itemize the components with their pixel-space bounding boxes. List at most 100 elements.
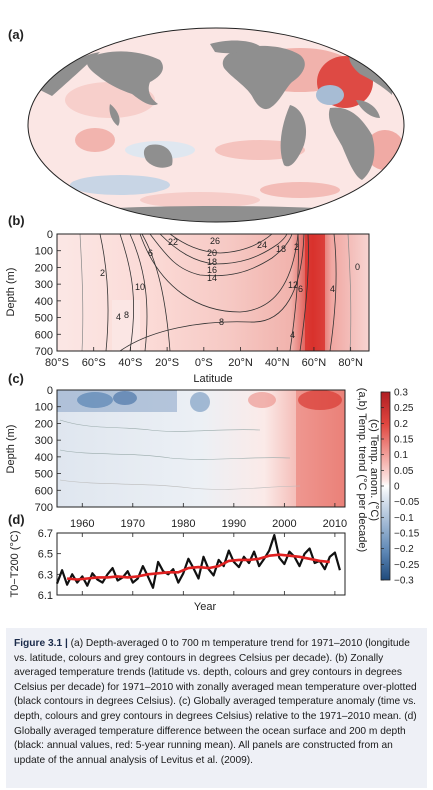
y-tick-label: 100 <box>35 402 53 414</box>
panel-c-ylabel: Depth (m) <box>5 425 17 474</box>
y-tick-label: 700 <box>35 502 53 514</box>
panel-c-yticks: 0 100 200 300 400 500 600 700 <box>35 385 61 514</box>
panel-d-yticks: 6.1 6.3 6.5 6.7 <box>38 528 61 602</box>
colorbar-tick-label: −0.15 <box>394 529 420 540</box>
y-tick-label: 6.7 <box>38 528 53 540</box>
x-tick-label: 2010 <box>323 518 347 530</box>
colorbar-tick-label: 0.05 <box>394 466 414 477</box>
panel-d-ylabel: T0−T200 (°C) <box>9 530 21 597</box>
colorbar-tick-label: −0.05 <box>394 497 420 508</box>
contour-label: 26 <box>210 236 220 246</box>
panel-d-xlabel: Year <box>194 601 217 613</box>
panel-d: (d) 6.1 6.3 6.5 6.7 T0−T200 (°C) Year <box>8 512 346 613</box>
figure-caption: Figure 3.1 | (a) Depth-averaged 0 to 700… <box>6 628 427 788</box>
y-tick-label: 600 <box>35 485 53 497</box>
panel-d-xticks <box>81 533 336 595</box>
y-tick-label: 400 <box>35 296 53 308</box>
panel-b-xlabel: Latitude <box>193 373 232 385</box>
colorbar-tick-label: 0 <box>394 482 400 493</box>
trend-map <box>28 28 404 222</box>
x-tick-label: 1960 <box>70 518 94 530</box>
x-tick-label: 1970 <box>121 518 145 530</box>
colorbar-label-trend: (a,b) Temp. trend (°C per decade) <box>356 388 368 552</box>
contour-label: 4 <box>330 284 335 294</box>
panel-d-label: (d) <box>8 512 25 527</box>
x-tick-label: 40°N <box>265 357 290 369</box>
y-tick-label: 400 <box>35 452 53 464</box>
x-tick-label: 20°N <box>228 357 253 369</box>
running-mean-line <box>66 553 330 581</box>
panel-b: (b) 26 22 20 18 16 14 24 18 <box>5 213 370 385</box>
contour-label: 22 <box>168 237 178 247</box>
contour-label: 6 <box>148 248 153 258</box>
colorbar-tick-label: −0.2 <box>394 544 414 555</box>
y-tick-label: 6.5 <box>38 549 53 561</box>
x-tick-label: 1990 <box>222 518 246 530</box>
colorbar: 0.3 0.25 0.2 0.15 0.1 0.05 0 −0.05 −0.1 −0.15 −0.2… <box>356 388 420 587</box>
y-tick-label: 500 <box>35 469 53 481</box>
colorbar-tick-label: −0.3 <box>394 576 414 587</box>
panel-b-frame <box>56 233 370 352</box>
colorbar-tick-label: 0.2 <box>394 419 408 430</box>
contour-label: 8 <box>219 317 224 327</box>
x-tick-label: 0°S <box>195 357 213 369</box>
y-tick-label: 700 <box>35 346 53 358</box>
contour-label: 20 <box>207 248 217 258</box>
contour-label: 14 <box>207 273 217 283</box>
contour-label: 24 <box>257 240 267 250</box>
panel-b-ylabel: Depth (m) <box>5 268 17 317</box>
contour-label: 18 <box>276 244 286 254</box>
y-tick-label: 100 <box>35 246 53 258</box>
x-tick-label: 1980 <box>171 518 195 530</box>
contour-label: 4 <box>116 312 121 322</box>
colorbar-tick-label: 0.1 <box>394 450 408 461</box>
colorbar-tick-label: 0.3 <box>394 388 408 399</box>
y-tick-label: 300 <box>35 435 53 447</box>
colorbar-tick-label: −0.1 <box>394 513 414 524</box>
colorbar-tick-label: −0.25 <box>394 560 420 571</box>
y-tick-label: 300 <box>35 279 53 291</box>
panel-a-label: (a) <box>8 27 24 42</box>
y-tick-label: 600 <box>35 329 53 341</box>
contour-label: 6 <box>298 284 303 294</box>
x-tick-label: 60°S <box>82 357 106 369</box>
y-tick-label: 0 <box>47 229 53 241</box>
colorbar-ticks: 0.3 0.25 0.2 0.15 0.1 0.05 0 −0.05 −0.1 −0.15 −0.2… <box>381 388 420 587</box>
contour-label: 2 <box>294 242 299 252</box>
contour-label: 2 <box>100 268 105 278</box>
panel-c-contours <box>57 390 345 507</box>
x-tick-label: 80°N <box>338 357 363 369</box>
figure-canvas: (a) <box>5 27 420 613</box>
colorbar-label-anom: (c) Temp. anom. (°C) <box>368 419 380 521</box>
contour-label: 18 <box>207 257 217 267</box>
colorbar-tick-label: 0.25 <box>394 403 414 414</box>
x-tick-label: 20°S <box>155 357 179 369</box>
contour-label: 0 <box>355 262 360 272</box>
colorbar-tick-label: 0.15 <box>394 435 414 446</box>
caption-text: (a) Depth-averaged 0 to 700 m temperatur… <box>14 638 417 766</box>
x-tick-label: 40°S <box>118 357 142 369</box>
y-tick-label: 200 <box>35 262 53 274</box>
x-tick-label: 60°N <box>302 357 327 369</box>
x-tick-label: 2000 <box>272 518 296 530</box>
contour-label: 4 <box>290 330 295 340</box>
contour-label: 16 <box>207 265 217 275</box>
panel-b-yticks: 0 100 200 300 400 500 600 700 <box>35 229 61 358</box>
contour-label: 8 <box>124 310 129 320</box>
y-tick-label: 6.3 <box>38 569 53 581</box>
panel-d-series <box>55 533 341 589</box>
contour-label: 12 <box>288 280 298 290</box>
panel-b-label: (b) <box>8 213 25 228</box>
y-tick-label: 0 <box>47 385 53 397</box>
y-tick-label: 6.1 <box>38 590 53 602</box>
panel-b-contours: 26 22 20 18 16 14 24 18 12 10 8 6 6 4 4 … <box>79 234 360 351</box>
panel-b-xticks: 80°S 60°S 40°S 20°S 0°S 20°N 40°N 60°N 80°N <box>45 347 363 369</box>
panel-a: (a) <box>8 27 405 223</box>
x-tick-label: 80°S <box>45 357 69 369</box>
y-tick-label: 500 <box>35 313 53 325</box>
caption-title: Figure 3.1 | <box>14 638 68 649</box>
contour-label: 10 <box>135 282 145 292</box>
panel-c-frame <box>56 389 346 508</box>
panel-c-label: (c) <box>8 371 24 386</box>
